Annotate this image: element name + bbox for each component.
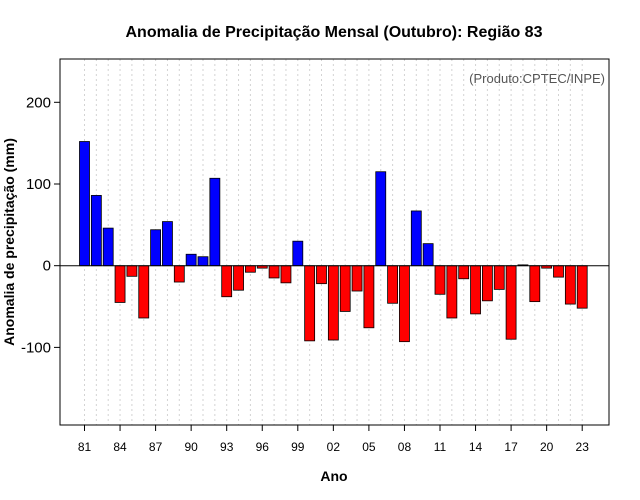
bar-2019 bbox=[529, 265, 541, 303]
x-tick-label: 17 bbox=[504, 440, 518, 454]
x-axis-label: Ano bbox=[320, 468, 347, 484]
bar-1995 bbox=[244, 265, 256, 273]
plot-frame bbox=[59, 58, 610, 426]
bar-2006 bbox=[375, 171, 387, 267]
bar-2012 bbox=[446, 265, 458, 319]
x-tick-label: 87 bbox=[149, 440, 163, 454]
bar-1981 bbox=[79, 141, 90, 267]
y-tick-label: 200 bbox=[26, 94, 51, 111]
bar-2011 bbox=[434, 265, 446, 295]
x-tick-label: 93 bbox=[220, 440, 234, 454]
bar-2004 bbox=[351, 265, 363, 292]
chart-title: Anomalia de Precipitação Mensal (Outubro… bbox=[126, 24, 543, 41]
y-tick-label: 100 bbox=[26, 176, 51, 193]
bar-2003 bbox=[339, 265, 351, 312]
bar-2008 bbox=[399, 265, 410, 343]
x-tick-label: 23 bbox=[576, 440, 590, 454]
x-tick-label: 11 bbox=[434, 440, 447, 454]
bar-2009 bbox=[410, 210, 422, 267]
bars bbox=[79, 141, 588, 343]
x-tick-label: 08 bbox=[398, 440, 412, 454]
x-axis: 81 84 87 90 93 96 99 02 05 08 11 14 17 20 23 bbox=[78, 425, 589, 454]
bar-2000 bbox=[304, 265, 316, 342]
x-tick-label: 84 bbox=[113, 440, 127, 454]
bar-1989 bbox=[173, 265, 185, 283]
bar-1984 bbox=[114, 265, 126, 303]
bar-1992 bbox=[209, 177, 221, 267]
y-tick-label: 0 bbox=[43, 258, 51, 275]
bar-1998 bbox=[280, 265, 292, 284]
bar-2005 bbox=[363, 265, 375, 329]
bar-2022 bbox=[564, 265, 576, 305]
bar-2017 bbox=[505, 265, 517, 340]
bar-2010 bbox=[422, 243, 434, 267]
bar-2015 bbox=[481, 265, 493, 302]
grid-lines bbox=[84, 59, 583, 425]
x-tick-label: 20 bbox=[540, 440, 554, 454]
bar-1983 bbox=[102, 227, 114, 267]
bar-1999 bbox=[292, 240, 304, 267]
bar-2016 bbox=[493, 265, 505, 290]
bar-2007 bbox=[387, 265, 399, 304]
bar-1993 bbox=[221, 265, 233, 298]
y-axis-label: Anomalia de precipitação (mm) bbox=[1, 138, 17, 346]
x-tick-label: 05 bbox=[362, 440, 376, 454]
bar-2021 bbox=[553, 265, 564, 278]
bar-1991 bbox=[197, 256, 209, 267]
bar-1994 bbox=[233, 265, 244, 291]
bar-1987 bbox=[150, 229, 162, 267]
x-tick-label: 81 bbox=[78, 440, 92, 454]
x-tick-label: 14 bbox=[469, 440, 483, 454]
y-tick-label: -100 bbox=[21, 339, 51, 356]
x-tick-label: 02 bbox=[327, 440, 341, 454]
x-tick-label: 90 bbox=[184, 440, 198, 454]
bar-1997 bbox=[268, 265, 280, 279]
bar-1982 bbox=[90, 195, 102, 267]
x-tick-label: 99 bbox=[291, 440, 305, 454]
bar-2001 bbox=[316, 265, 327, 285]
bar-2013 bbox=[458, 265, 470, 280]
bar-1985 bbox=[126, 265, 138, 277]
bar-1988 bbox=[162, 221, 173, 267]
bar-1990 bbox=[185, 253, 197, 267]
bar-2023 bbox=[576, 265, 588, 309]
x-tick-label: 96 bbox=[256, 440, 270, 454]
bar-2002 bbox=[327, 265, 339, 341]
y-axis: -100 0 100 200 bbox=[21, 94, 60, 356]
bar-1986 bbox=[138, 265, 150, 319]
bar-2014 bbox=[470, 265, 481, 315]
product-credit: (Produto:CPTEC/INPE) bbox=[469, 71, 605, 86]
